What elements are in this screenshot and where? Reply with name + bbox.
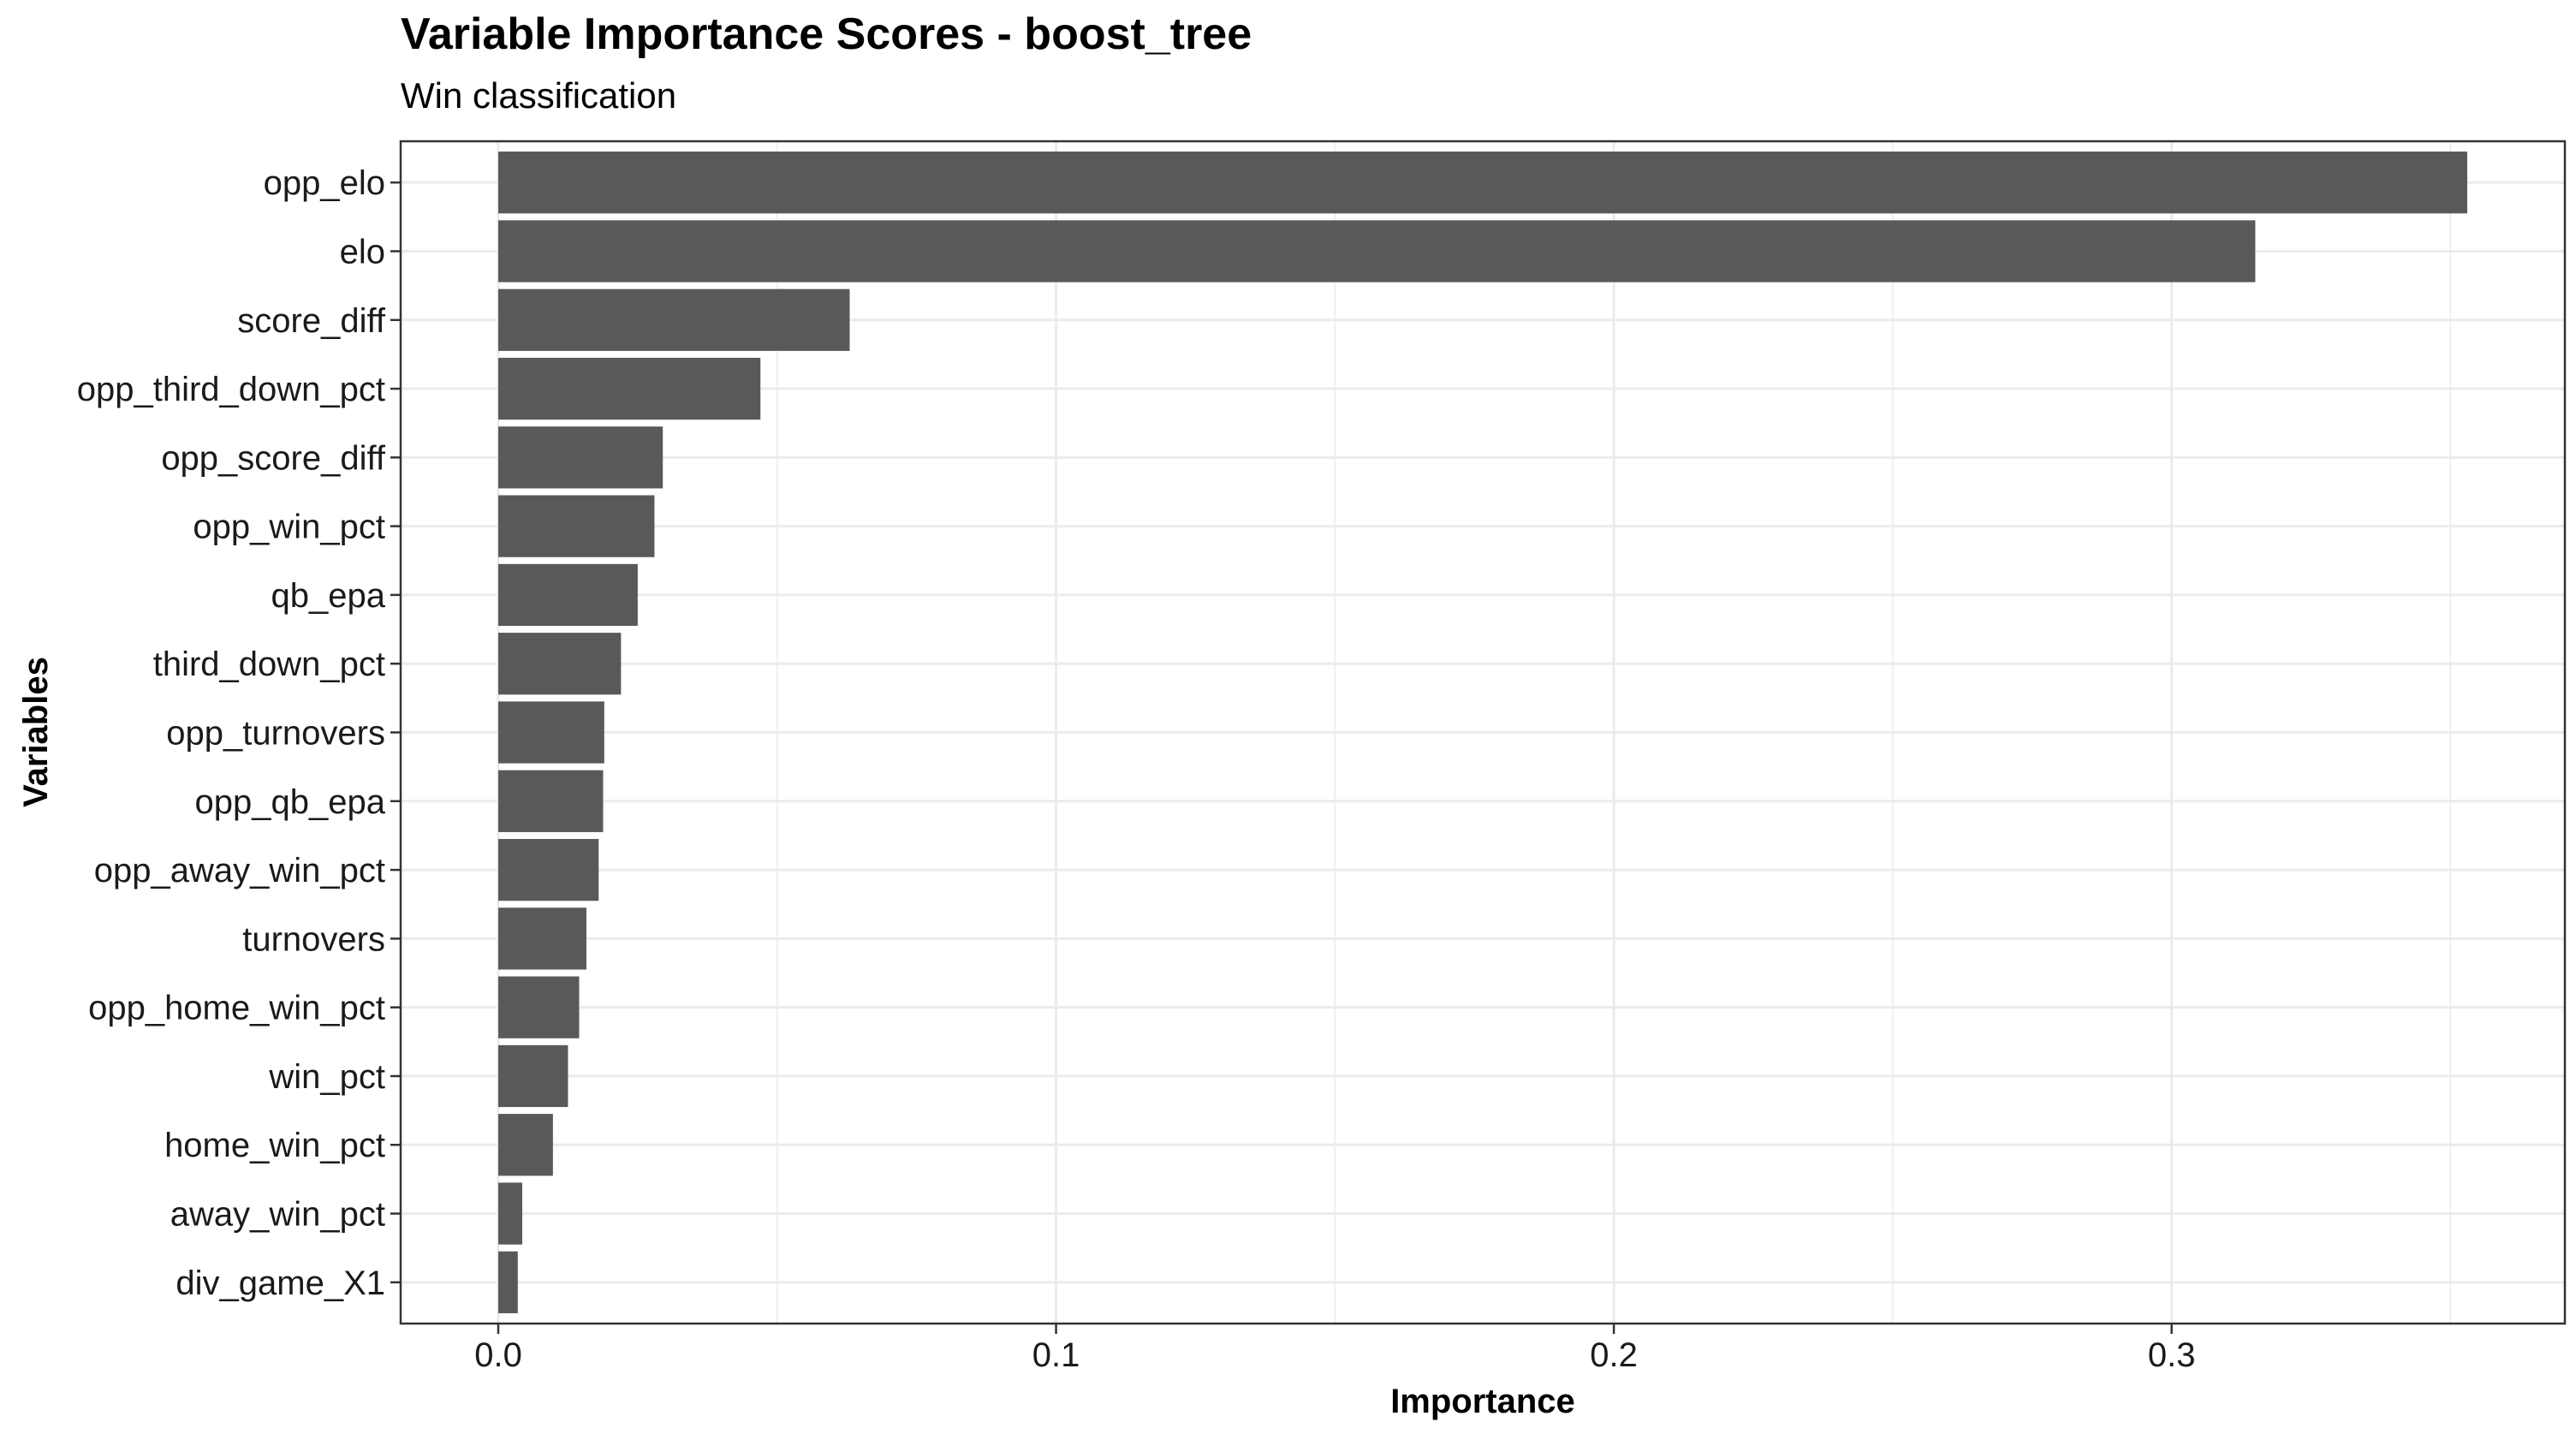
bar-opp_elo	[498, 152, 2467, 214]
bar-away_win_pct	[498, 1182, 523, 1245]
y-tick-label: third_down_pct	[153, 646, 385, 683]
bar-opp_home_win_pct	[498, 976, 580, 1038]
y-tick-label: score_diff	[237, 302, 386, 340]
x-tick-label: 0.1	[1032, 1336, 1080, 1374]
bar-elo	[498, 220, 2256, 283]
y-tick-label: away_win_pct	[170, 1196, 385, 1234]
bars	[498, 152, 2467, 1313]
bar-opp_third_down_pct	[498, 357, 761, 420]
y-tick-label: opp_turnovers	[166, 715, 385, 753]
y-axis-title: Variables	[17, 657, 55, 807]
bar-opp_turnovers	[498, 701, 604, 764]
bar-opp_win_pct	[498, 495, 655, 557]
y-tick-label: qb_epa	[271, 577, 386, 615]
chart-subtitle: Win classification	[401, 75, 677, 116]
x-tick-label: 0.3	[2148, 1336, 2196, 1374]
y-tick-label: opp_elo	[264, 164, 385, 202]
y-tick-label: div_game_X1	[176, 1264, 385, 1302]
bar-opp_score_diff	[498, 426, 663, 489]
bar-div_game_X1	[498, 1251, 518, 1313]
y-tick-label: opp_away_win_pct	[94, 852, 385, 890]
bar-qb_epa	[498, 563, 638, 627]
y-tick-label: home_win_pct	[164, 1127, 385, 1164]
bar-third_down_pct	[498, 633, 622, 695]
bar-turnovers	[498, 907, 586, 970]
chart-title: Variable Importance Scores - boost_tree	[401, 9, 1252, 59]
x-tick-label: 0.0	[474, 1336, 522, 1374]
bar-home_win_pct	[498, 1114, 553, 1176]
x-axis: 0.0 0.1 0.2 0.3	[474, 1324, 2195, 1374]
y-tick-label: opp_score_diff	[161, 439, 386, 477]
y-tick-label: win_pct	[268, 1058, 385, 1096]
y-tick-label: elo	[340, 233, 385, 271]
bar-win_pct	[498, 1044, 568, 1108]
y-tick-label: opp_qb_epa	[195, 783, 386, 821]
y-tick-label: opp_win_pct	[193, 509, 385, 546]
y-tick-label: turnovers	[242, 920, 385, 958]
bar-opp_away_win_pct	[498, 838, 599, 901]
grid-lines	[401, 141, 2565, 1324]
bar-opp_qb_epa	[498, 770, 604, 832]
bar-score_diff	[498, 289, 850, 351]
x-tick-label: 0.2	[1590, 1336, 1638, 1374]
y-tick-label: opp_third_down_pct	[77, 371, 385, 408]
x-axis-title: Importance	[1390, 1383, 1575, 1420]
y-tick-label: opp_home_win_pct	[88, 990, 385, 1027]
